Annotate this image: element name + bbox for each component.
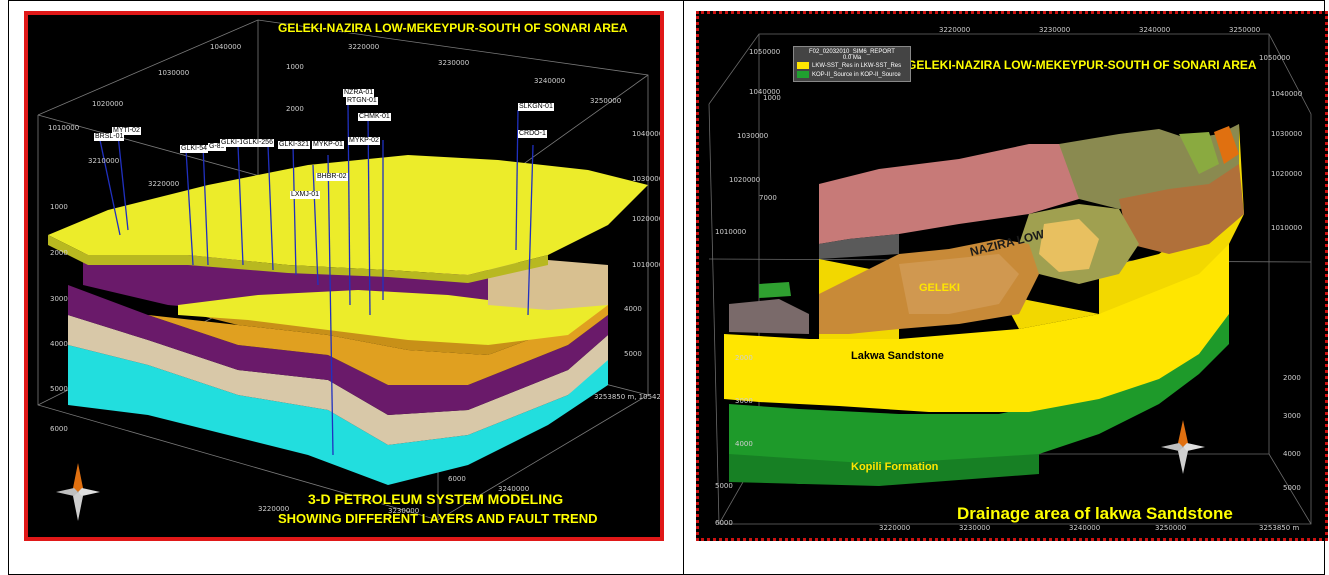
axis-label: 1020000	[1271, 170, 1303, 178]
axis-label: 1020000	[729, 176, 761, 184]
well-label: MYKP-01	[312, 141, 344, 149]
left-caption-line1: 3-D PETROLEUM SYSTEM MODELING	[308, 491, 564, 507]
axis-label: 3210000	[88, 157, 120, 165]
well-label: BRSL-01	[94, 133, 125, 141]
axis-label: 6000	[50, 425, 68, 433]
axis-label: 5000	[624, 350, 642, 358]
axis-label: 1040000	[210, 43, 242, 51]
left-figure: GELEKI-NAZIRA LOW-MEKEYPUR-SOUTH OF SONA…	[24, 11, 664, 541]
axis-label: 3230000	[388, 507, 420, 515]
lakwa-sandstone-label: Lakwa Sandstone	[851, 350, 944, 362]
axis-label: 3230000	[438, 59, 470, 67]
axis-label: 5000	[715, 482, 733, 490]
axis-label: 3250000	[1155, 524, 1187, 532]
axis-label: 3230000	[1039, 26, 1071, 34]
axis-label: 1000	[50, 203, 68, 211]
kopili-formation-label: Kopili Formation	[851, 461, 939, 473]
axis-label: 3240000	[1069, 524, 1101, 532]
axis-label: 4000	[624, 305, 642, 313]
right-model-render	[708, 33, 1312, 525]
axis-label: 3230000	[959, 524, 991, 532]
axis-label: 2000	[50, 249, 68, 257]
axis-label: 5000	[50, 385, 68, 393]
axis-label: 1050000	[1259, 54, 1291, 62]
legend-time: 0.0 Ma	[842, 55, 862, 61]
well-label: GLKI-54	[180, 145, 209, 153]
left-title: GELEKI-NAZIRA LOW-MEKEYPUR-SOUTH OF SONA…	[278, 21, 628, 35]
compass-icon	[1161, 420, 1205, 474]
axis-label: 1010000	[48, 124, 80, 132]
right-caption: Drainage area of lakwa Sandstone	[957, 504, 1233, 523]
axis-label: 6000	[448, 475, 466, 483]
axis-label: 3250000	[1229, 26, 1261, 34]
geleki-label: GELEKI	[919, 282, 960, 294]
axis-label: 3250000	[590, 97, 622, 105]
legend-title: F02_02032010_SIM6_REPORT	[809, 49, 895, 55]
well-label: NZRA-01	[343, 89, 375, 97]
well-label: G-80	[208, 143, 226, 151]
axis-label: 3220000	[939, 26, 971, 34]
axis-label: 6000	[715, 519, 733, 527]
axis-label: 1010000	[715, 228, 747, 236]
well-label: LXMJ-01	[290, 191, 321, 199]
axis-label: 2000	[735, 354, 753, 362]
left-model-render	[37, 19, 649, 521]
axis-label: 3253850 m, 1054200 m	[594, 393, 661, 401]
well-label: CRDO-1	[518, 130, 547, 138]
axis-label: 1050000	[749, 48, 781, 56]
axis-label: 3220000	[879, 524, 911, 532]
axis-label: 1000	[763, 94, 781, 102]
axis-label: 4000	[50, 340, 68, 348]
well-label: MYKP-02	[348, 137, 380, 145]
axis-label: 4000	[1283, 450, 1301, 458]
axis-label: 1010000	[1271, 224, 1303, 232]
axis-label: 1040000	[749, 88, 781, 96]
axis-label: 3253850 m	[1259, 524, 1300, 532]
axis-label: 3220000	[348, 43, 380, 51]
well-label: MYTI-02	[112, 127, 141, 135]
axis-label: 7000	[759, 194, 777, 202]
legend-label: KOP-II_Source in KOP-II_Source	[812, 71, 901, 78]
left-caption-line2: SHOWING DIFFERENT LAYERS AND FAULT TREND	[278, 511, 598, 526]
axis-label: 3000	[50, 295, 68, 303]
axis-label: 3240000	[498, 485, 530, 493]
compass-icon	[56, 463, 100, 521]
legend-item: LKW-SST_Res in LKW-SST_Res	[797, 61, 907, 70]
well-label: BHBR-02	[316, 173, 348, 181]
well-label: GLKI-256	[242, 139, 274, 147]
axis-label: 1000	[286, 63, 304, 71]
axis-label: 1010000	[632, 261, 664, 269]
legend-label: LKW-SST_Res in LKW-SST_Res	[812, 62, 902, 69]
axis-label: 3220000	[258, 505, 290, 513]
axis-label: 3240000	[534, 77, 566, 85]
legend-swatch-green	[797, 71, 809, 78]
axis-label: 1030000	[737, 132, 769, 140]
legend-swatch-yellow	[797, 62, 809, 69]
well-label: SLKGN-01	[518, 103, 554, 111]
axis-label: 1040000	[632, 130, 664, 138]
legend-item: KOP-II_Source in KOP-II_Source	[797, 70, 907, 79]
well-label: GLKI-1	[220, 139, 245, 147]
axis-label: 3240000	[1139, 26, 1171, 34]
axis-label: 2000	[1283, 374, 1301, 382]
well-label: GLKI-321	[278, 141, 310, 149]
axis-label: 1020000	[632, 215, 664, 223]
axis-label: 3000	[735, 397, 753, 405]
axis-label: 5000	[1283, 484, 1301, 492]
axis-label: 3000	[1283, 412, 1301, 420]
axis-label: 1040000	[1271, 90, 1303, 98]
legend: F02_02032010_SIM6_REPORT 0.0 Ma LKW-SST_…	[793, 46, 911, 82]
right-title: GELEKI-NAZIRA LOW-MEKEYPUR-SOUTH OF SONA…	[907, 58, 1257, 72]
well-label: CHMK-01	[358, 113, 391, 121]
axis-label: 1030000	[632, 175, 664, 183]
axis-label: 2000	[286, 105, 304, 113]
well-label: RTGN-01	[346, 97, 378, 105]
axis-label: 1020000	[92, 100, 124, 108]
axis-label: 3220000	[148, 180, 180, 188]
axis-label: 1030000	[158, 69, 190, 77]
right-figure: GELEKI-NAZIRA LOW-MEKEYPUR-SOUTH OF SONA…	[696, 11, 1328, 541]
axis-label: 1030000	[1271, 130, 1303, 138]
axis-label: 4000	[735, 440, 753, 448]
